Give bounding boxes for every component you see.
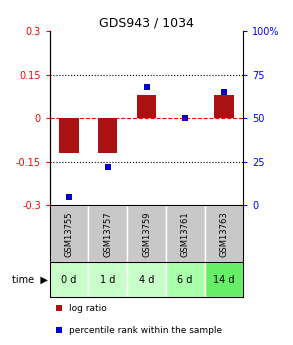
Text: percentile rank within the sample: percentile rank within the sample: [69, 326, 222, 335]
Text: GSM13757: GSM13757: [103, 211, 112, 257]
Bar: [50, 205, 88, 262]
Text: 1 d: 1 d: [100, 275, 115, 285]
Title: GDS943 / 1034: GDS943 / 1034: [99, 17, 194, 30]
Bar: [166, 205, 205, 262]
Text: 4 d: 4 d: [139, 275, 154, 285]
Bar: [127, 205, 166, 262]
Text: GSM13755: GSM13755: [65, 211, 74, 257]
Text: 14 d: 14 d: [213, 275, 235, 285]
Point: [67, 194, 71, 199]
Point: [222, 89, 226, 95]
Bar: [127, 262, 166, 297]
Text: 6 d: 6 d: [178, 275, 193, 285]
Point: [105, 164, 110, 170]
Bar: [137, 95, 156, 118]
Text: GSM13761: GSM13761: [181, 211, 190, 257]
Bar: [205, 262, 243, 297]
Bar: [98, 118, 117, 153]
Point: [232, 216, 237, 221]
Text: time  ▶: time ▶: [12, 275, 48, 285]
Bar: [205, 205, 243, 262]
Bar: [50, 262, 88, 297]
Text: GSM13759: GSM13759: [142, 211, 151, 257]
Point: [183, 116, 188, 121]
Point: [144, 84, 149, 90]
Point: [232, 14, 237, 20]
Bar: [88, 262, 127, 297]
Bar: [59, 118, 79, 153]
Text: 0 d: 0 d: [62, 275, 77, 285]
Bar: [88, 205, 127, 262]
Bar: [166, 262, 205, 297]
Text: log ratio: log ratio: [69, 304, 107, 313]
Text: GSM13763: GSM13763: [219, 211, 228, 257]
Bar: [214, 95, 234, 118]
